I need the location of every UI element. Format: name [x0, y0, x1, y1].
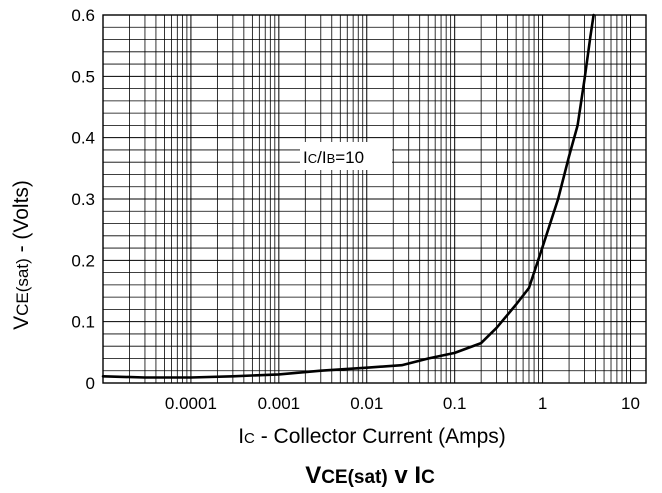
y-tick-label: 0.3 [71, 190, 95, 209]
series-line [101, 13, 595, 379]
x-tick-label: 0.0001 [165, 394, 217, 413]
x-tick-label: 0.001 [258, 394, 301, 413]
y-tick-label: 0.1 [71, 313, 95, 332]
x-tick-labels: 0.0001 0.001 0.01 0.1 1 10 [165, 394, 640, 413]
y-tick-label: 0.6 [71, 6, 95, 25]
chart-grid [102, 14, 647, 384]
annotation-background [300, 142, 392, 170]
annotation-ratio: IC/IB=10 [303, 148, 364, 167]
y-tick-label: 0 [86, 374, 95, 393]
chart-series [101, 13, 595, 379]
chart-title: VCE(sat) v IC [305, 462, 435, 489]
x-tick-label: 10 [621, 394, 640, 413]
y-axis-label: VCE(sat) - (Volts) [10, 180, 33, 330]
x-tick-label: 1 [538, 394, 547, 413]
y-tick-label: 0.2 [71, 251, 95, 270]
plot-frame [102, 14, 647, 384]
y-tick-labels: 0 0.1 0.2 0.3 0.4 0.5 0.6 [71, 6, 95, 393]
x-tick-label: 0.01 [350, 394, 383, 413]
x-tick-label: 0.1 [443, 394, 467, 413]
y-tick-label: 0.5 [71, 67, 95, 86]
y-tick-label: 0.4 [71, 129, 95, 148]
x-axis-label: IC - Collector Current (Amps) [238, 425, 506, 448]
